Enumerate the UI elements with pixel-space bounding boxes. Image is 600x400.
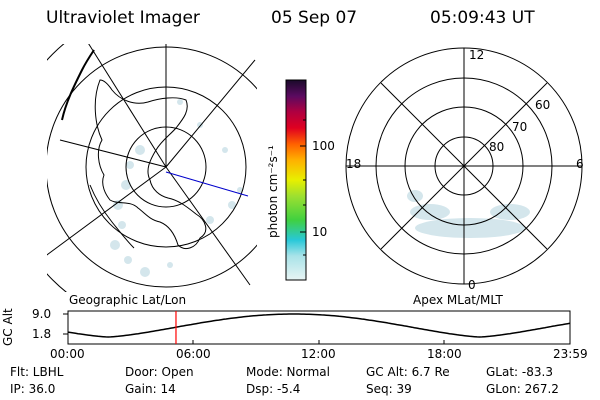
seq-info: Seq: 39 [366, 382, 412, 396]
filter-info: Flt: LBHL [10, 365, 64, 379]
orbit-xtick-1800: 18:00 [427, 347, 462, 361]
colorbar-unit-label: photon cm⁻²s⁻¹ [266, 145, 280, 238]
altitude-curve [67, 313, 571, 338]
image-date: 05 Sep 07 [271, 8, 358, 28]
door-info: Door: Open [125, 365, 194, 379]
orbit-xtick-0600: 06:00 [176, 347, 211, 361]
gain-info: Gain: 14 [125, 382, 176, 396]
geographic-panel-label: Geographic Lat/Lon [69, 293, 187, 307]
dsp-info: Dsp: -5.4 [246, 382, 301, 396]
mlt-label-6: 6 [576, 157, 584, 171]
colorbar-tick-100: 100 [312, 139, 335, 153]
glon-info: GLon: 267.2 [486, 382, 559, 396]
image-time: 05:09:43 UT [430, 8, 535, 28]
mlat-label-70: 70 [512, 120, 528, 134]
mode-info: Mode: Normal [246, 365, 330, 379]
glat-info: GLat: -83.3 [486, 365, 553, 379]
mlat-label-80: 80 [489, 140, 505, 154]
colorbar-tick-10: 10 [312, 225, 328, 239]
geographic-map [47, 44, 257, 292]
polar-mlat-mlt-grid [345, 47, 583, 285]
mlat-label-60: 60 [535, 98, 551, 112]
aurora-emission-geo [110, 99, 243, 277]
instrument-title: Ultraviolet Imager [46, 8, 200, 28]
orbit-xtick-0000: 00:00 [50, 347, 85, 361]
orbit-xtick-1200: 12:00 [301, 347, 336, 361]
aurora-emission-polar [407, 190, 530, 238]
gc-alt-info: GC Alt: 6.7 Re [366, 365, 450, 379]
orbit-ytick-max: 9.0 [32, 307, 52, 321]
polar-panel-label: Apex MLat/MLT [413, 293, 503, 307]
noon-meridian-line [165, 171, 249, 197]
orbit-altitude-plot [63, 310, 571, 345]
ip-info: IP: 36.0 [10, 382, 56, 396]
mlt-label-0: 0 [468, 278, 476, 292]
mlt-label-12: 12 [469, 48, 485, 62]
orbit-xtick-2359: 23:59 [553, 347, 588, 361]
mlt-label-18: 18 [346, 157, 362, 171]
orbit-ylabel: GC Alt [1, 308, 15, 346]
orbit-ytick-min: 1.8 [32, 327, 52, 341]
